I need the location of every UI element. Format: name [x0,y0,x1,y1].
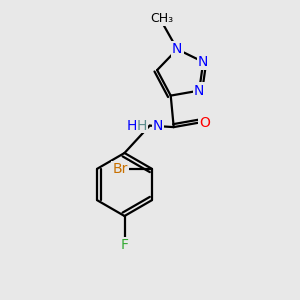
Text: F: F [121,238,128,252]
Text: N: N [172,42,182,56]
Text: N: N [153,118,163,133]
Text: H: H [137,118,147,133]
Text: Br: Br [112,162,128,176]
Text: CH₃: CH₃ [151,12,174,25]
Text: N: N [198,55,208,69]
Text: HN: HN [127,118,147,133]
Text: O: O [199,116,210,130]
Text: N: N [194,84,204,98]
